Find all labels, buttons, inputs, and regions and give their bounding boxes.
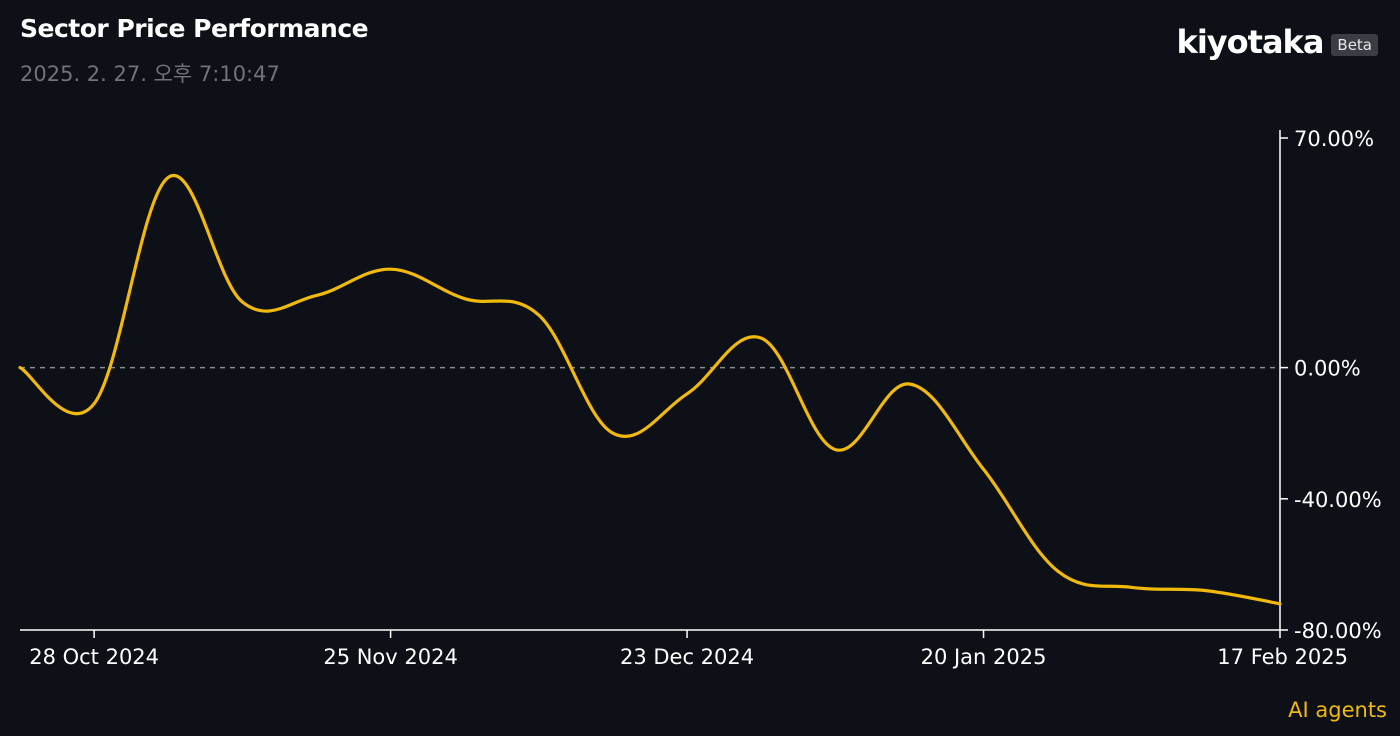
timestamp: 2025. 2. 27. 오후 7:10:47 <box>20 62 280 86</box>
y-tick-label: 70.00% <box>1294 127 1374 151</box>
chart-title: Sector Price Performance <box>20 14 369 43</box>
y-tick-label: -80.00% <box>1294 619 1382 643</box>
x-tick-label: 23 Dec 2024 <box>620 645 754 669</box>
brand-logo[interactable]: kiyotaka Beta <box>1177 24 1378 60</box>
series-line <box>18 173 1282 606</box>
y-tick-label: -40.00% <box>1294 488 1382 512</box>
beta-badge: Beta <box>1331 34 1378 56</box>
x-tick-label: 28 Oct 2024 <box>29 645 159 669</box>
y-tick-label: 0.00% <box>1294 357 1361 381</box>
x-tick-label: 20 Jan 2025 <box>921 645 1047 669</box>
ai-agents-link[interactable]: AI agents <box>1288 698 1387 722</box>
x-tick-label: 17 Feb 2025 <box>1217 645 1348 669</box>
brand-name: kiyotaka <box>1176 23 1325 61</box>
x-tick-label: 25 Nov 2024 <box>323 645 458 669</box>
